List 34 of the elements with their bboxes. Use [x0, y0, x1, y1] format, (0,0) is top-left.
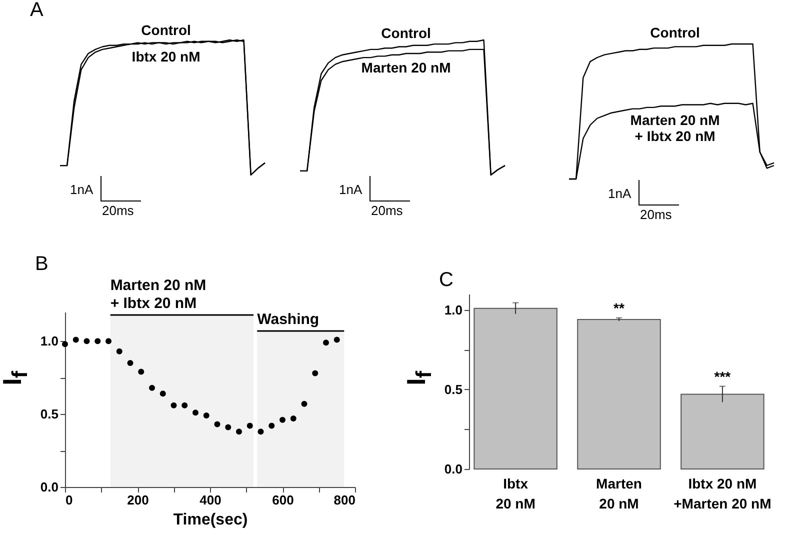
text: 1nA — [70, 182, 94, 197]
y-tick-label: 1.0 — [444, 302, 462, 318]
series-label: Control — [381, 24, 431, 41]
y-tick-label: 1.0 — [40, 334, 58, 349]
x-tick-label: Ibtx 20 nM +Marten 20 nM — [674, 476, 772, 512]
x-tick-label: 400 — [200, 492, 222, 508]
text: 1nA — [608, 186, 632, 201]
x-tick-label: 200 — [127, 492, 149, 508]
text: 1nA — [339, 182, 362, 197]
series-label: Control — [650, 24, 700, 41]
x-tick-label: Ibtx 20 nM — [496, 476, 536, 512]
x-tick-label: 800 — [334, 492, 356, 508]
x-tick-label: Marten 20 nM — [596, 476, 642, 512]
text: 20ms — [102, 203, 134, 218]
series-label: Marten 20 nM + Ibtx 20 nM — [630, 112, 720, 144]
x-tick-label: 0 — [66, 492, 73, 508]
series-label: Marten 20 nM — [361, 60, 451, 76]
x-axis-title: Time(sec) — [173, 512, 248, 528]
series-label: Ibtx 20 nM — [132, 48, 200, 65]
chart-title: A — [30, 0, 44, 22]
chart-title: B — [35, 253, 48, 275]
annotation: *** — [714, 368, 732, 384]
band-label: Washing — [257, 311, 320, 328]
text: 20ms — [371, 203, 403, 218]
y-tick-label: 0.0 — [40, 480, 58, 494]
y-tick-label: 0.5 — [40, 406, 58, 422]
x-tick-label: 600 — [272, 492, 294, 508]
text: 20ms — [640, 207, 672, 222]
annotation: ** — [614, 300, 625, 316]
y-tick-label: 0.0 — [444, 462, 462, 476]
series-label: Control — [141, 22, 191, 38]
band-label: Marten 20 nM + Ibtx 20 nM — [110, 277, 206, 312]
y-tick-label: 0.5 — [444, 382, 462, 397]
chart-title: C — [439, 269, 454, 291]
